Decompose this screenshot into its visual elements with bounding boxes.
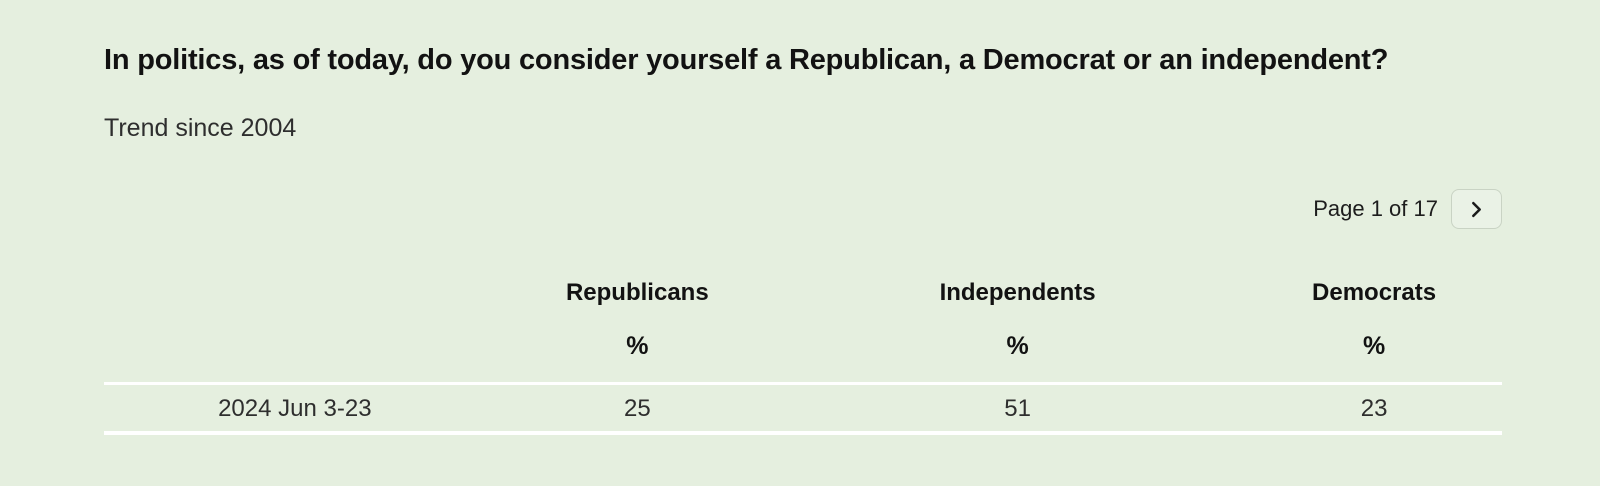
unit-cell-democrats: % — [1362, 332, 1386, 360]
row-date: 2024 Jun 3-23 — [104, 382, 486, 435]
column-header-democrats: Democrats — [1312, 279, 1437, 306]
chevron-right-icon — [1468, 201, 1485, 218]
column-header-independents: Independents — [939, 279, 1096, 306]
unit-cell-republicans: % — [626, 332, 649, 360]
pagination: Page 1 of 17 — [104, 189, 1502, 229]
unit-cell-independents: % — [1006, 332, 1029, 360]
trend-table: Republicans Independents Democrats % % %… — [104, 253, 1502, 435]
table-header-row: Republicans Independents Democrats — [104, 253, 1502, 307]
page-indicator: Page 1 of 17 — [1313, 196, 1438, 221]
table-unit-row: % % % — [104, 307, 1502, 384]
row-value-republicans: 25 — [485, 382, 789, 435]
unit-cell-date — [104, 307, 486, 384]
page-container: In politics, as of today, do you conside… — [104, 44, 1502, 435]
table-row: 2024 Jun 3-23 25 51 23 — [104, 382, 1502, 435]
next-page-button[interactable] — [1451, 189, 1502, 229]
row-value-democrats: 23 — [1246, 382, 1502, 435]
column-header-date — [104, 253, 486, 307]
column-header-republicans: Republicans — [565, 279, 709, 306]
question-subtitle: Trend since 2004 — [104, 114, 297, 142]
question-title: In politics, as of today, do you conside… — [104, 44, 1389, 76]
row-value-independents: 51 — [789, 382, 1247, 435]
